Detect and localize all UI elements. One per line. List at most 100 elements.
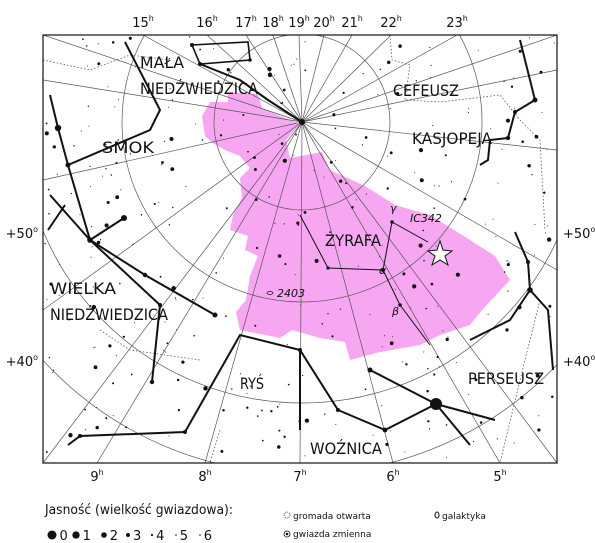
hour-label-number: 18 — [262, 16, 279, 31]
legend-magnitude-label: 5 — [180, 529, 188, 543]
hour-label-unit: h — [207, 468, 212, 477]
star — [68, 319, 70, 321]
star — [114, 106, 116, 108]
star — [534, 223, 536, 226]
hour-label-number: 8 — [198, 470, 206, 485]
hour-label-number: 19 — [288, 16, 305, 31]
star — [513, 77, 515, 79]
constellation-name: NIEDŹWIEDZICA — [140, 79, 258, 98]
star — [201, 139, 204, 141]
star — [242, 113, 245, 117]
star — [122, 335, 125, 338]
hour-label-number: 7 — [293, 470, 301, 485]
hour-label: 7h — [293, 468, 306, 485]
star — [115, 161, 118, 164]
star — [427, 367, 429, 370]
star — [93, 365, 98, 370]
legend-variable-symbol — [283, 530, 291, 538]
star — [219, 134, 223, 137]
star — [492, 218, 494, 220]
hour-line — [204, 121, 303, 463]
star — [394, 288, 396, 290]
star — [102, 175, 103, 177]
star — [73, 145, 75, 147]
hour-label: 8h — [198, 468, 211, 485]
star — [161, 164, 163, 166]
star — [361, 144, 364, 146]
star — [170, 167, 175, 172]
star — [287, 383, 290, 386]
star — [472, 440, 475, 443]
star — [402, 272, 406, 276]
star — [169, 88, 171, 90]
star — [446, 456, 448, 458]
star — [415, 80, 417, 82]
star — [355, 199, 357, 201]
star — [239, 373, 242, 375]
star — [158, 201, 160, 203]
star — [105, 143, 107, 146]
star — [381, 346, 383, 348]
hour-label-unit: h — [397, 14, 402, 23]
star — [303, 210, 307, 214]
hour-label: 19h — [288, 14, 310, 31]
legend-magnitude-label: 3 — [133, 529, 141, 543]
star — [281, 102, 284, 104]
hour-label: 22h — [380, 14, 402, 31]
star — [125, 426, 128, 429]
star — [128, 36, 132, 40]
star — [547, 225, 549, 227]
hour-line — [301, 121, 557, 151]
constellation-lines — [47, 39, 554, 446]
star — [410, 307, 412, 309]
legend-symbol-label: galaktyka — [442, 512, 486, 522]
star — [168, 224, 171, 226]
star — [398, 44, 402, 48]
star — [506, 260, 508, 262]
hour-line — [43, 121, 303, 181]
star — [521, 140, 524, 143]
star — [176, 329, 178, 331]
hour-label-unit: h — [213, 14, 218, 23]
star — [44, 131, 49, 136]
legend-variable-core — [285, 532, 289, 536]
star — [274, 222, 276, 224]
star — [247, 150, 249, 153]
star — [45, 122, 48, 125]
legend-magnitude-label: 6 — [204, 529, 212, 543]
declination-circle — [121, 35, 483, 303]
hour-label-unit: h — [395, 468, 400, 477]
star — [199, 48, 201, 51]
star — [202, 297, 204, 299]
hour-label-number: 15 — [132, 16, 149, 31]
star — [93, 347, 95, 349]
star — [282, 88, 286, 92]
star — [364, 388, 367, 391]
star — [377, 94, 379, 96]
hour-label: 21h — [341, 14, 363, 31]
star — [293, 155, 295, 157]
star — [213, 48, 215, 50]
legend-magnitude-label: 1 — [83, 529, 91, 543]
constellation-name: MAŁA — [140, 53, 184, 72]
star — [132, 243, 134, 245]
star — [527, 163, 531, 168]
star — [520, 395, 524, 400]
star — [104, 223, 109, 228]
star — [487, 314, 489, 315]
star — [450, 181, 453, 183]
declination-label-unit: o — [590, 353, 595, 362]
star — [168, 106, 170, 109]
star — [508, 261, 510, 263]
star — [296, 221, 300, 225]
star — [44, 242, 46, 245]
star — [339, 308, 342, 310]
star — [282, 158, 287, 163]
star — [503, 80, 505, 83]
hour-label: 15h — [132, 14, 154, 31]
star — [193, 334, 195, 337]
star — [455, 272, 460, 277]
